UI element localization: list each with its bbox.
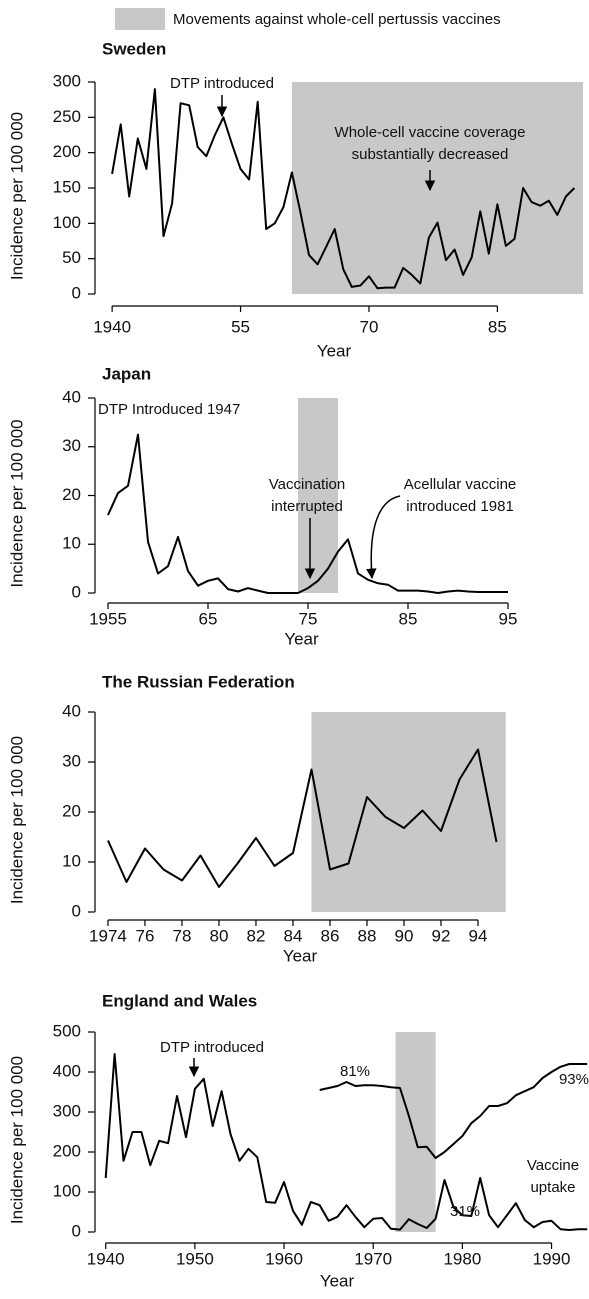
x-tick-label: 1990 [533,1249,571,1268]
y-tick-label: 20 [62,801,81,820]
y-tick-label: 0 [72,1221,81,1240]
y-tick-label: 200 [53,1141,81,1160]
legend-label: Movements against whole-cell pertussis v… [173,11,501,28]
y-tick-label: 30 [62,751,81,770]
shaded-period [311,712,506,912]
annotation-arrow [366,495,401,580]
y-axis-label: Incidence per 100 000 [7,736,26,904]
y-tick-label: 40 [62,387,81,406]
x-tick-label: 1960 [265,1249,303,1268]
annotation: uptake [530,1179,575,1196]
x-tick-label: 94 [469,926,488,945]
data-line [107,748,498,888]
annotation: Vaccination [269,476,345,493]
x-axis-label: Year [320,1271,355,1290]
annotation: 31% [450,1203,480,1220]
x-tick-label: 75 [299,609,318,628]
shaded-period [395,1032,436,1232]
y-tick-label: 40 [62,701,81,720]
y-tick-label: 100 [53,1181,81,1200]
panel-title: Sweden [102,39,166,58]
y-tick-label: 300 [53,1101,81,1120]
y-tick-label: 400 [53,1061,81,1080]
panel-title: Japan [102,364,151,383]
y-tick-label: 500 [53,1021,81,1040]
annotation: Acellular vaccine [404,476,517,493]
annotation: DTP introduced [160,1039,264,1056]
x-tick-label: 82 [247,926,266,945]
annotation: 81% [340,1063,370,1080]
x-tick-label: 1940 [87,1249,125,1268]
annotation: interrupted [271,498,343,515]
x-tick-label: 85 [399,609,418,628]
y-tick-label: 10 [62,534,81,553]
x-tick-label: 85 [488,317,507,336]
x-tick-label: 55 [231,317,250,336]
legend-swatch [115,8,165,30]
x-axis-label: Year [284,629,319,648]
annotation: Vaccine [527,1157,579,1174]
x-tick-label: 86 [321,926,340,945]
x-axis-label: Year [283,946,318,965]
x-tick-label: 76 [135,926,154,945]
annotation: DTP introduced [170,75,274,92]
shaded-period [291,82,583,294]
data-line [111,88,576,290]
y-tick-label: 20 [62,485,81,504]
y-tick-label: 150 [53,177,81,196]
y-tick-label: 300 [53,71,81,90]
x-tick-label: 65 [199,609,218,628]
annotation: DTP Introduced 1947 [98,401,240,418]
y-axis-label: Incidence per 100 000 [7,1056,26,1224]
y-tick-label: 0 [72,901,81,920]
panel-title: England and Wales [102,991,257,1010]
y-tick-label: 0 [72,283,81,302]
x-axis-label: Year [317,341,352,360]
y-tick-label: 30 [62,436,81,455]
x-tick-label: 78 [172,926,191,945]
x-tick-label: 1974 [89,926,127,945]
x-tick-label: 90 [395,926,414,945]
y-tick-label: 250 [53,107,81,126]
y-axis-label: Incidence per 100 000 [7,419,26,587]
annotation: substantially decreased [352,146,509,163]
x-tick-label: 88 [358,926,377,945]
y-tick-label: 50 [62,248,81,267]
x-tick-label: 95 [499,609,518,628]
data-line [104,1053,588,1231]
y-tick-label: 100 [53,213,81,232]
x-tick-label: 80 [210,926,229,945]
y-tick-label: 200 [53,142,81,161]
x-tick-label: 1950 [176,1249,214,1268]
data-line [319,1063,588,1159]
x-tick-label: 92 [432,926,451,945]
panel-title: The Russian Federation [102,672,295,691]
x-tick-label: 1955 [89,609,127,628]
annotation: Whole-cell vaccine coverage [335,124,526,141]
x-tick-label: 1980 [443,1249,481,1268]
y-tick-label: 10 [62,851,81,870]
x-tick-label: 70 [360,317,379,336]
annotation: 93% [559,1071,589,1088]
y-tick-label: 0 [72,582,81,601]
annotation: introduced 1981 [406,498,514,515]
x-tick-label: 1970 [354,1249,392,1268]
data-line [107,433,508,594]
x-tick-label: 84 [284,926,303,945]
x-tick-label: 1940 [93,317,131,336]
y-axis-label: Incidence per 100 000 [7,112,26,280]
shaded-period [298,398,338,593]
